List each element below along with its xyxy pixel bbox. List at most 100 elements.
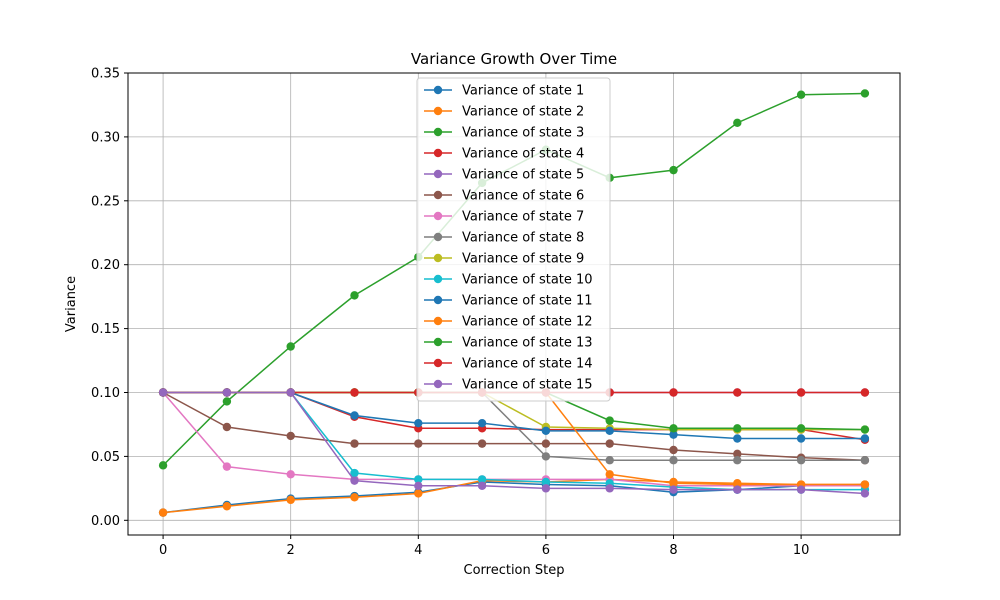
data-point (669, 165, 678, 175)
series-line (162, 391, 865, 461)
data-point (350, 493, 359, 502)
data-point (222, 422, 232, 432)
y-tick-label: 0.10 (91, 386, 120, 401)
data-point (860, 489, 870, 498)
data-point (541, 477, 551, 487)
data-point (286, 495, 295, 505)
data-point (669, 388, 678, 397)
data-point (158, 388, 168, 397)
data-point (796, 90, 806, 99)
legend-label: Variance of state 15 (462, 378, 593, 393)
data-point (860, 434, 870, 443)
data-point (414, 439, 423, 448)
legend-label: Variance of state 12 (462, 315, 593, 330)
legend-swatch-marker (433, 295, 443, 305)
y-tick-label: 0.05 (91, 450, 120, 465)
legend-item: Variance of state 7 (424, 210, 584, 225)
legend-swatch-marker (433, 232, 443, 242)
legend-swatch-marker (433, 379, 443, 389)
axis-ticks: 0 2 4 6 8 10 0.00 0.05 0.10 0.15 0.20 0.25 0.30 0.35 (91, 67, 809, 559)
data-point (414, 418, 423, 428)
legend: Variance of state 1 Variance of state 2 Va… (416, 77, 611, 402)
legend-item: Variance of state 10 (424, 273, 593, 288)
data-point (158, 508, 168, 517)
x-tick-label: 0 (159, 543, 167, 558)
legend-item: Variance of state 11 (424, 294, 593, 309)
y-tick-label: 0.00 (91, 514, 120, 529)
data-point (477, 481, 487, 490)
data-point (350, 468, 359, 478)
legend-item: Variance of state 14 (424, 357, 593, 372)
data-point (286, 470, 295, 479)
data-point (796, 424, 806, 433)
data-point (733, 485, 742, 494)
legend-swatch-marker (433, 106, 443, 116)
data-point (414, 475, 423, 484)
legend-item: Variance of state 5 (424, 168, 584, 183)
y-axis-title: Variance (64, 276, 79, 332)
legend-label: Variance of state 11 (462, 294, 593, 309)
data-point (605, 456, 614, 465)
data-point (733, 388, 742, 397)
legend-label: Variance of state 13 (462, 336, 593, 351)
x-tick-label: 8 (669, 543, 677, 558)
data-point (222, 397, 232, 406)
legend-item: Variance of state 4 (424, 147, 584, 162)
data-point (669, 430, 678, 439)
data-point (796, 485, 806, 494)
data-point (350, 388, 359, 397)
data-point (350, 411, 359, 420)
data-point (477, 439, 487, 448)
data-point (733, 449, 742, 459)
data-point (222, 502, 232, 511)
legend-label: Variance of state 10 (462, 273, 593, 288)
legend-item: Variance of state 6 (424, 189, 584, 204)
legend-label: Variance of state 2 (462, 105, 584, 120)
series-line (162, 392, 865, 487)
legend-swatch-marker (433, 358, 443, 368)
legend-label: Variance of state 7 (462, 210, 584, 225)
data-point (350, 291, 359, 300)
data-point (350, 476, 359, 485)
series-line (163, 391, 865, 495)
data-point (669, 485, 678, 494)
data-point (733, 434, 742, 443)
data-point (477, 418, 487, 428)
data-point (414, 489, 423, 498)
legend-item: Variance of state 3 (424, 126, 584, 141)
y-tick-label: 0.15 (91, 322, 120, 337)
data-point (796, 434, 806, 443)
legend-label: Variance of state 8 (462, 231, 584, 246)
x-tick-label: 2 (287, 543, 295, 558)
data-point (605, 470, 614, 479)
legend-swatch-marker (433, 211, 443, 221)
legend-swatch-marker (433, 337, 443, 347)
legend-label: Variance of state 6 (462, 189, 584, 204)
legend-item: Variance of state 2 (424, 105, 584, 120)
legend-item: Variance of state 9 (424, 252, 584, 267)
chart-title: Variance Growth Over Time (411, 50, 617, 68)
data-point (733, 456, 742, 465)
data-point (414, 481, 423, 490)
data-point (158, 461, 168, 470)
legend-item: Variance of state 8 (424, 231, 584, 246)
legend-item: Variance of state 1 (424, 84, 584, 99)
data-point (796, 388, 806, 397)
data-point (860, 425, 870, 434)
x-tick-label: 6 (542, 543, 550, 558)
data-point (860, 388, 870, 397)
data-point (222, 462, 232, 471)
series-15 (158, 388, 870, 498)
data-point (669, 424, 678, 433)
data-point (350, 439, 359, 448)
y-tick-label: 0.25 (91, 194, 120, 209)
data-point (605, 416, 614, 425)
legend-swatch-marker (433, 316, 443, 326)
data-point (669, 479, 678, 488)
data-point (605, 484, 614, 493)
legend-label: Variance of state 5 (462, 168, 584, 183)
data-point (860, 456, 870, 465)
legend-item: Variance of state 15 (424, 378, 593, 393)
legend-swatch-marker (433, 169, 443, 179)
